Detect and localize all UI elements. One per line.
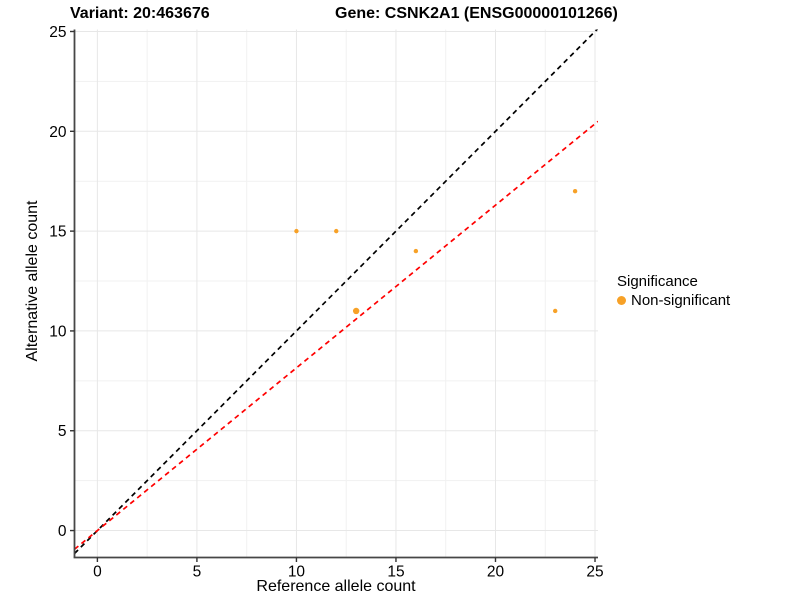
y-tick-label: 15 [49,224,66,241]
data-point [352,307,360,315]
legend-title: Significance [617,273,698,290]
data-point [294,228,299,234]
legend-item-non-significant: Non-significant [617,292,730,309]
y-axis-title: Alternative allele count [24,200,41,362]
x-tick-label: 5 [193,564,202,581]
x-tick-label: 25 [586,564,603,581]
identity-line [74,29,598,555]
data-point [334,228,339,234]
y-tick-label: 10 [49,323,67,340]
data-point [553,308,558,314]
y-tick-label: 0 [58,523,67,540]
data-point [413,248,419,254]
x-axis-title: Reference allele count [256,578,416,595]
legend-point-icon [617,296,626,305]
legend: Significance Non-significant [617,272,730,309]
x-tick-label: 15 [387,564,404,581]
x-tick-label: 0 [93,564,102,581]
legend-item-label: Non-significant [631,292,731,309]
x-tick-label: 10 [288,564,306,581]
x-tick-label: 20 [487,564,505,581]
y-tick-label: 5 [58,423,67,440]
y-tick-label: 25 [49,24,66,41]
gene-title: Gene: CSNK2A1 (ENSG00000101266) [335,5,618,22]
expected-ratio-line [74,120,598,550]
data-point [572,188,578,194]
y-tick-label: 20 [49,124,67,141]
variant-title: Variant: 20:463676 [70,5,210,22]
